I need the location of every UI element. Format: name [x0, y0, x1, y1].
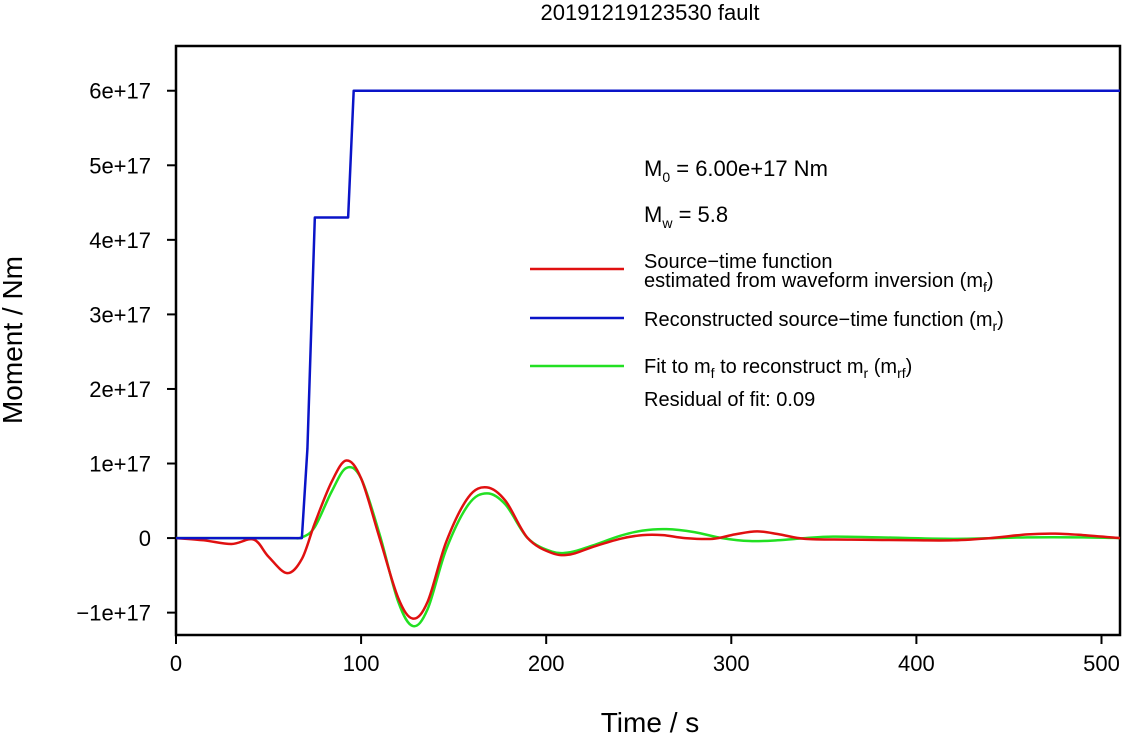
- x-tick-label: 400: [898, 651, 935, 676]
- legend-label-red-line2: estimated from waveform inversion (mf): [644, 270, 994, 295]
- legend-blue-text-b: ): [997, 309, 1004, 331]
- chart-title: 20191219123530 fault: [541, 0, 760, 25]
- y-tick-label: −1e+17: [76, 601, 151, 626]
- legend-green-sub1: f: [711, 365, 715, 381]
- mw-sub: w: [661, 215, 673, 231]
- x-tick-label: 500: [1083, 651, 1120, 676]
- y-tick-label: 2e+17: [89, 377, 151, 402]
- legend-label-red-line1: Source−time function: [644, 251, 832, 273]
- mw-base: M: [644, 202, 662, 227]
- x-tick-label: 100: [343, 651, 380, 676]
- mw-rest: = 5.8: [672, 202, 728, 227]
- legend-red-text-a: estimated from waveform inversion (m: [644, 270, 983, 292]
- residual-annotation: Residual of fit: 0.09: [644, 389, 815, 411]
- legend-blue-text-a: Reconstructed source−time function (m: [644, 309, 993, 331]
- legend-green-sub2: r: [864, 365, 869, 381]
- series-estimated-stf: [175, 459, 1121, 620]
- x-tick-label: 300: [713, 651, 750, 676]
- y-tick-label: 0: [139, 526, 151, 551]
- legend-label-green: Fit to mf to reconstruct mr (mrf): [644, 356, 912, 381]
- series-fit: [176, 465, 1121, 628]
- legend-label-blue: Reconstructed source−time function (mr): [644, 309, 1004, 334]
- legend-green-text-mid2: (m: [868, 356, 897, 378]
- legend-green-text-b: ): [906, 356, 913, 378]
- plot-frame: [174, 44, 1122, 637]
- m0-annotation: M0 = 6.00e+17 Nm: [644, 156, 828, 185]
- legend-green-text-a: Fit to m: [644, 356, 711, 378]
- m0-base: M: [644, 156, 662, 181]
- legend-red-sub: f: [983, 279, 987, 295]
- legend: Source−time function estimated from wave…: [530, 251, 1004, 411]
- mw-annotation: Mw = 5.8: [644, 202, 728, 231]
- legend-red-text-b: ): [987, 270, 994, 292]
- x-tick-label: 200: [528, 651, 565, 676]
- y-axis-label: Moment / Nm: [0, 256, 28, 424]
- legend-blue-sub: r: [993, 318, 998, 334]
- x-axis: 0 100 200 300 400 500: [170, 635, 1120, 676]
- series-reconstructed-stf: [176, 89, 1120, 540]
- y-tick-label: 1e+17: [89, 452, 151, 477]
- y-tick-label: 6e+17: [89, 79, 151, 104]
- plot-area: [174, 44, 1122, 637]
- y-axis: −1e+17 0 1e+17 2e+17 3e+17 4e+17 5e+17 6e+17: [76, 79, 176, 626]
- legend-green-text-mid: to reconstruct m: [715, 356, 864, 378]
- y-tick-label: 4e+17: [89, 228, 151, 253]
- y-tick-label: 3e+17: [89, 302, 151, 327]
- y-tick-label: 5e+17: [89, 153, 151, 178]
- x-tick-label: 0: [170, 651, 182, 676]
- legend-green-sub3: rf: [897, 365, 906, 381]
- series-layer: [175, 89, 1121, 628]
- m0-sub: 0: [662, 169, 670, 185]
- m0-rest: = 6.00e+17 Nm: [670, 156, 828, 181]
- x-axis-label: Time / s: [601, 707, 700, 736]
